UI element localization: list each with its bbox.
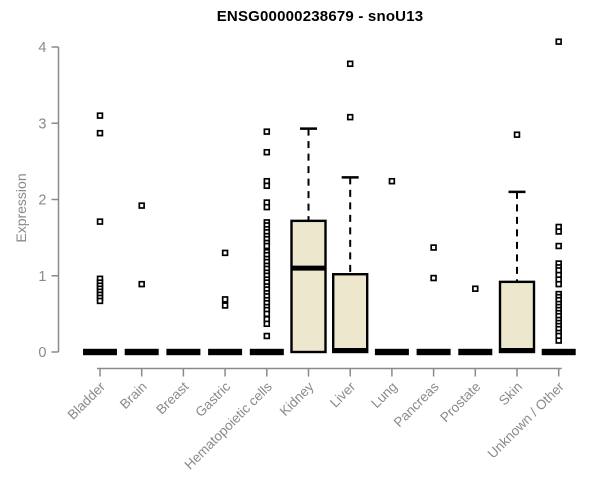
outlier-point bbox=[263, 203, 271, 211]
outlier-point bbox=[430, 244, 437, 251]
outlier-point bbox=[346, 113, 354, 121]
outlier-point bbox=[555, 280, 562, 288]
collapsed-box bbox=[374, 348, 409, 356]
collapsed-box bbox=[541, 348, 576, 356]
outlier-point bbox=[555, 228, 562, 235]
outlier-point bbox=[263, 332, 271, 340]
outlier-point bbox=[263, 242, 271, 250]
outlier-point bbox=[221, 296, 229, 303]
box bbox=[332, 273, 369, 354]
y-tick-label: 4 bbox=[38, 40, 46, 56]
outlier-point bbox=[555, 38, 562, 45]
outlier-point bbox=[263, 320, 271, 328]
box bbox=[498, 280, 536, 354]
outlier-point bbox=[555, 337, 562, 344]
outlier-point bbox=[138, 280, 145, 288]
x-tick-label: Bladder bbox=[65, 379, 109, 423]
outlier-point bbox=[263, 148, 271, 156]
collapsed-box bbox=[166, 348, 201, 356]
outlier-point bbox=[96, 129, 104, 137]
outlier-point bbox=[221, 302, 229, 309]
outlier-point bbox=[263, 182, 271, 190]
outlier-point bbox=[555, 242, 562, 250]
collapsed-box bbox=[83, 348, 117, 356]
box bbox=[290, 219, 327, 354]
x-tick-label: Lung bbox=[368, 379, 400, 411]
y-tick-label: 3 bbox=[38, 116, 46, 132]
x-tick-label: Liver bbox=[327, 379, 359, 411]
outlier-point bbox=[472, 285, 479, 292]
x-tick-label: Kidney bbox=[277, 379, 317, 419]
collapsed-box bbox=[249, 348, 284, 356]
x-tick-label: Pancreas bbox=[391, 379, 442, 430]
chart-title: ENSG00000238679 - snoU13 bbox=[216, 8, 424, 25]
x-tick-label: Gastric bbox=[192, 379, 233, 420]
outlier-point bbox=[263, 128, 271, 135]
outlier-point bbox=[388, 177, 396, 185]
x-tick-label: Prostate bbox=[437, 379, 483, 425]
y-tick-label: 2 bbox=[38, 193, 46, 209]
y-tick-label: 0 bbox=[38, 345, 46, 361]
outlier-point bbox=[96, 112, 104, 119]
outlier-point bbox=[96, 297, 104, 305]
y-tick-label: 1 bbox=[38, 269, 46, 285]
x-tick-label: Unknown / Other bbox=[485, 379, 568, 462]
collapsed-box bbox=[208, 348, 243, 356]
x-tick-label: Breast bbox=[153, 379, 191, 417]
outlier-point bbox=[346, 60, 354, 68]
collapsed-box bbox=[124, 348, 159, 356]
outlier-point bbox=[513, 131, 521, 138]
collapsed-box bbox=[416, 348, 451, 356]
outlier-point bbox=[138, 202, 145, 209]
outlier-point bbox=[263, 310, 271, 318]
outlier-point bbox=[221, 249, 229, 257]
outlier-point bbox=[96, 218, 104, 225]
x-tick-label: Skin bbox=[496, 379, 525, 408]
outlier-point bbox=[430, 274, 437, 282]
collapsed-box bbox=[458, 348, 493, 356]
x-tick-label: Brain bbox=[117, 379, 150, 412]
